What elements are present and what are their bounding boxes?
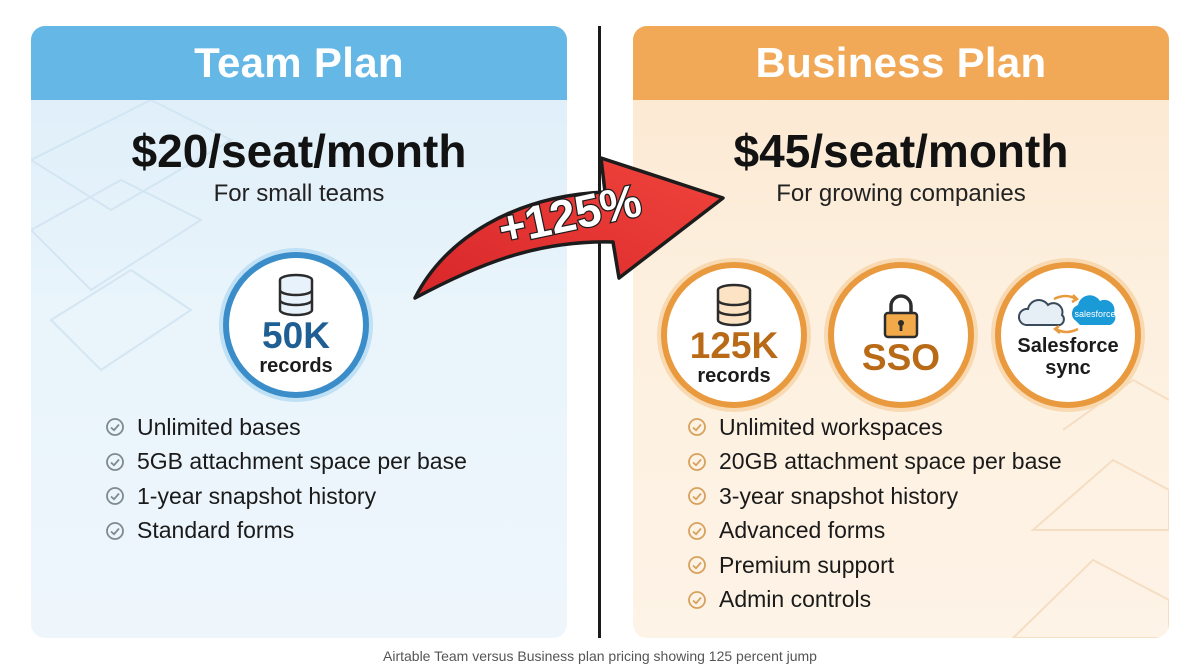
list-item: 3-year snapshot history: [687, 479, 1062, 514]
business-records-unit: records: [697, 365, 771, 387]
check-circle-icon: [106, 418, 124, 437]
salesforce-label-line1: Salesforce: [1017, 335, 1119, 357]
list-item: Premium support: [687, 548, 1062, 583]
database-icon: [278, 273, 314, 317]
salesforce-label-line2: sync: [1045, 357, 1091, 379]
feature-label: Advanced forms: [719, 517, 886, 544]
team-tagline: For small teams: [213, 180, 385, 207]
list-item: 20GB attachment space per base: [687, 445, 1062, 480]
check-circle-icon: [688, 418, 706, 437]
feature-label: Standard forms: [137, 517, 295, 544]
salesforce-sync-badge: salesforce Salesforce sync: [995, 262, 1141, 408]
feature-label: Unlimited bases: [137, 413, 301, 440]
sso-badge: SSO: [828, 262, 974, 408]
business-plan-card: Business Plan $45/seat/month For growing…: [633, 26, 1169, 638]
team-price: $20/seat/month: [131, 125, 467, 177]
list-item: Admin controls: [687, 583, 1062, 618]
center-divider: [598, 26, 601, 638]
check-circle-icon: [688, 487, 706, 506]
team-plan-card: Team Plan $20/seat/month For small teams…: [31, 26, 567, 638]
feature-label: 5GB attachment space per base: [137, 448, 467, 475]
business-records-value: 125K: [689, 325, 779, 366]
team-records-value: 50K: [262, 315, 330, 356]
list-item: Unlimited bases: [105, 410, 467, 445]
business-features-list: Unlimited workspaces 20GB attachment spa…: [687, 410, 1062, 617]
list-item: 1-year snapshot history: [105, 479, 467, 514]
cloud-sync-icon: salesforce: [1018, 294, 1116, 334]
check-circle-icon: [688, 521, 706, 540]
feature-label: 20GB attachment space per base: [719, 448, 1062, 475]
list-item: Unlimited workspaces: [687, 410, 1062, 445]
business-tagline: For growing companies: [776, 180, 1026, 207]
team-records-badge: 50K records: [223, 252, 369, 398]
caption: Airtable Team versus Business plan prici…: [383, 648, 817, 664]
lock-icon: [883, 294, 919, 339]
list-item: Advanced forms: [687, 514, 1062, 549]
sso-label: SSO: [861, 337, 941, 378]
check-circle-icon: [688, 590, 706, 609]
feature-label: 3-year snapshot history: [719, 482, 959, 509]
team-plan-title: Team Plan: [31, 26, 567, 100]
feature-label: Premium support: [719, 551, 895, 578]
feature-label: 1-year snapshot history: [137, 482, 377, 509]
salesforce-logo-text: salesforce: [1074, 309, 1115, 319]
database-icon: [716, 283, 752, 327]
business-plan-title: Business Plan: [633, 26, 1169, 100]
team-records-unit: records: [259, 355, 333, 377]
feature-label: Unlimited workspaces: [719, 413, 943, 440]
check-circle-icon: [106, 521, 124, 540]
feature-label: Admin controls: [719, 586, 872, 613]
list-item: 5GB attachment space per base: [105, 445, 467, 480]
check-circle-icon: [106, 487, 124, 506]
check-circle-icon: [688, 556, 706, 575]
list-item: Standard forms: [105, 514, 467, 549]
check-circle-icon: [688, 452, 706, 471]
business-price: $45/seat/month: [733, 125, 1069, 177]
team-features-list: Unlimited bases 5GB attachment space per…: [105, 410, 467, 548]
check-circle-icon: [106, 452, 124, 471]
business-records-badge: 125K records: [661, 262, 807, 408]
increase-arrow: +125%: [413, 156, 725, 300]
